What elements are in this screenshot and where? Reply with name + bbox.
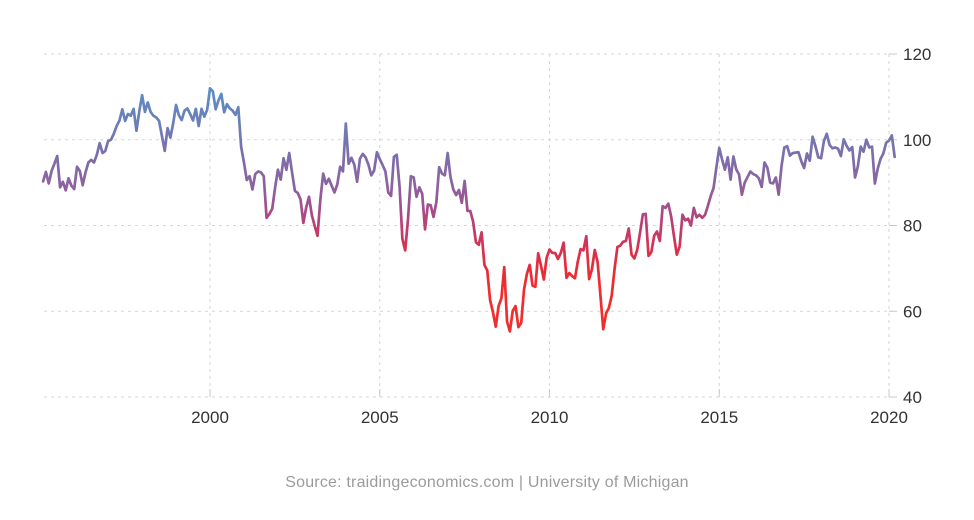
consumer-sentiment-chart-canvas[interactable]: 120 100 80 60 40 2000 2005 2010 2015 2020 [0,0,974,445]
x-axis-label: 2005 [361,408,399,427]
x-axis-label: 2020 [870,408,908,427]
x-axis-label: 2000 [191,408,229,427]
source-attribution: Source: traidingeconomics.com | Universi… [0,471,974,495]
gridlines [44,53,893,398]
y-axis-label: 120 [903,45,931,64]
source-text: Source: traidingeconomics.com | Universi… [285,474,689,491]
sentiment-line-series[interactable] [41,86,897,333]
axis-labels: 120 100 80 60 40 2000 2005 2010 2015 2020 [191,45,931,427]
y-axis-label: 80 [903,217,922,236]
x-axis-label: 2015 [700,408,738,427]
y-axis-label: 40 [903,388,922,407]
y-axis-label: 60 [903,302,922,321]
y-axis-label: 100 [903,131,931,150]
axis-ticks [209,53,897,398]
x-axis-label: 2010 [531,408,569,427]
